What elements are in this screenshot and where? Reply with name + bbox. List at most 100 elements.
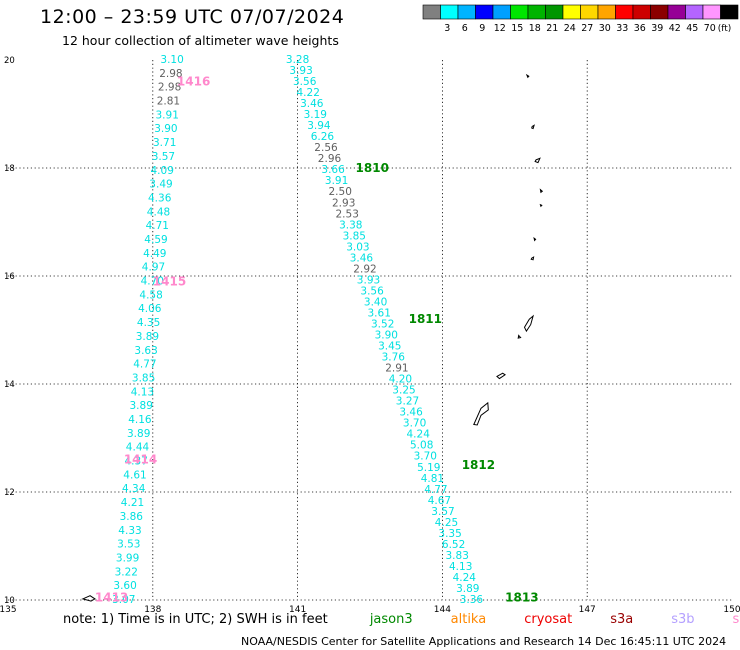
- wave-height-value: 3.93: [357, 274, 380, 286]
- wave-height-value: 4.22: [297, 87, 320, 99]
- wave-height-value: 4.24: [453, 572, 477, 584]
- legend-swatch: [720, 4, 739, 20]
- legend-label: 39: [651, 23, 663, 34]
- wave-height-value: 4.09: [151, 165, 174, 177]
- y-tick-label: 10: [4, 596, 15, 606]
- wave-height-value: 4.71: [146, 220, 169, 232]
- legend-label: 21: [546, 23, 558, 34]
- y-tick-label: 18: [4, 164, 15, 174]
- legend-label: 36: [634, 23, 646, 34]
- wave-height-value: 3.22: [115, 566, 138, 578]
- wave-height-value: 4.59: [144, 234, 167, 246]
- pass-label: 1415: [153, 274, 186, 288]
- wave-height-value: 3.57: [152, 151, 175, 163]
- wave-height-value: 3.36: [460, 594, 484, 606]
- wave-height-value: 4.97: [142, 262, 165, 274]
- wave-height-value: 3.90: [375, 330, 398, 342]
- wave-height-value: 3.89: [127, 428, 150, 440]
- legend-label: 70: [704, 23, 716, 34]
- land-outlines: [81, 73, 544, 602]
- wave-height-value: 4.36: [148, 193, 172, 205]
- wave-height-value: 3.57: [431, 506, 454, 518]
- legend-label: 24: [564, 23, 576, 34]
- island-outline: [473, 401, 489, 426]
- wave-height-value: 3.89: [130, 400, 153, 412]
- legend-unit: (ft): [718, 24, 732, 34]
- pass-label: 1811: [409, 312, 442, 326]
- wave-height-value: 3.85: [343, 230, 366, 242]
- wave-height-value: 2.91: [385, 363, 408, 375]
- wave-height-value: 3.90: [154, 123, 177, 135]
- pass-label: 1413: [95, 590, 128, 604]
- wave-height-value: 3.10: [160, 54, 183, 66]
- x-tick-label: 147: [579, 605, 596, 615]
- wave-height-value: 2.98: [159, 68, 182, 80]
- legend-label: 18: [529, 23, 541, 34]
- wave-height-value: 3.46: [300, 98, 324, 110]
- island-outline: [533, 237, 537, 242]
- wave-height-value: 4.77: [424, 484, 447, 496]
- wave-height-value: 6.52: [442, 539, 465, 551]
- wave-height-value: 3.28: [286, 54, 309, 66]
- y-tick-label: 12: [4, 488, 15, 498]
- wave-height-value: 3.63: [134, 345, 157, 357]
- satellite-name-swot: swot: [732, 612, 740, 627]
- wave-height-value: 4.77: [133, 359, 156, 371]
- wave-height-value: 2.96: [318, 153, 342, 165]
- wave-height-value: 3.19: [304, 109, 327, 121]
- wave-height-value: 3.93: [289, 65, 312, 77]
- wave-height-value: 3.25: [392, 385, 415, 397]
- island-outline: [525, 73, 530, 79]
- wave-height-value: 4.81: [421, 473, 444, 485]
- wave-height-value: 3.85: [132, 373, 155, 385]
- wave-height-value: 4.37: [125, 456, 148, 468]
- wave-height-value: 3.61: [368, 308, 391, 320]
- y-tick-label: 20: [4, 56, 15, 66]
- wave-height-value: 3.91: [156, 109, 179, 121]
- wave-height-value: 4.34: [122, 483, 146, 495]
- wave-height-value: 3.49: [149, 179, 172, 191]
- pass-label: 1812: [462, 458, 495, 472]
- wave-height-value: 3.38: [339, 219, 362, 231]
- wave-height-value: 2.81: [157, 96, 180, 108]
- track-pass-1810: 3.283.933.564.223.463.193.946.262.562.96…: [286, 54, 483, 606]
- legend-label: 33: [616, 23, 628, 34]
- legend-label: 30: [599, 23, 611, 34]
- wave-height-value: 4.06: [138, 303, 162, 315]
- wave-height-value: 3.27: [396, 396, 419, 408]
- wave-height-value: 4.13: [131, 386, 154, 398]
- island-outline: [539, 188, 544, 194]
- wave-height-value: 4.70: [141, 276, 164, 288]
- wave-height-value: 3.45: [378, 341, 401, 353]
- wave-height-value: 3.89: [456, 583, 479, 595]
- footer-credit: NOAA/NESDIS Center for Satellite Applica…: [241, 635, 727, 648]
- satellite-name-jason3: jason3: [369, 612, 413, 627]
- wave-height-value: 2.56: [314, 142, 338, 154]
- x-tick-label: 141: [289, 605, 306, 615]
- wave-height-value: 3.70: [403, 418, 426, 430]
- wave-height-value: 5.19: [417, 462, 440, 474]
- wave-height-value: 3.60: [113, 580, 136, 592]
- wave-height-value: 2.50: [329, 186, 352, 198]
- x-tick-label: 135: [0, 605, 17, 615]
- legend-label: 6: [462, 23, 468, 34]
- grid: [8, 60, 732, 601]
- island-outline: [496, 372, 507, 380]
- wave-height-value: 4.13: [449, 561, 472, 573]
- y-tick-label: 16: [4, 272, 15, 282]
- pass-label: 1810: [356, 161, 389, 175]
- footer-note: note: 1) Time is in UTC; 2) SWH is in fe…: [63, 612, 740, 627]
- x-tick-label: 138: [144, 605, 161, 615]
- wave-height-value: 5.08: [410, 440, 433, 452]
- wave-height-value: 4.44: [126, 442, 150, 454]
- wave-height-value: 4.33: [118, 525, 141, 537]
- satellite-name-altika: altika: [450, 612, 487, 627]
- x-tick-label: 144: [434, 605, 451, 615]
- pass-label: 1414: [124, 453, 157, 467]
- wave-height-value: 4.25: [435, 517, 458, 529]
- wave-height-value: 4.58: [139, 289, 162, 301]
- island-outline: [517, 334, 522, 339]
- wave-height-value: 3.86: [120, 511, 144, 523]
- wave-height-value: 3.89: [136, 331, 159, 343]
- color-legend: 3 6 9 12 15 18 21 24 27 30 33 36 39 42 45 70 (ft): [422, 4, 739, 34]
